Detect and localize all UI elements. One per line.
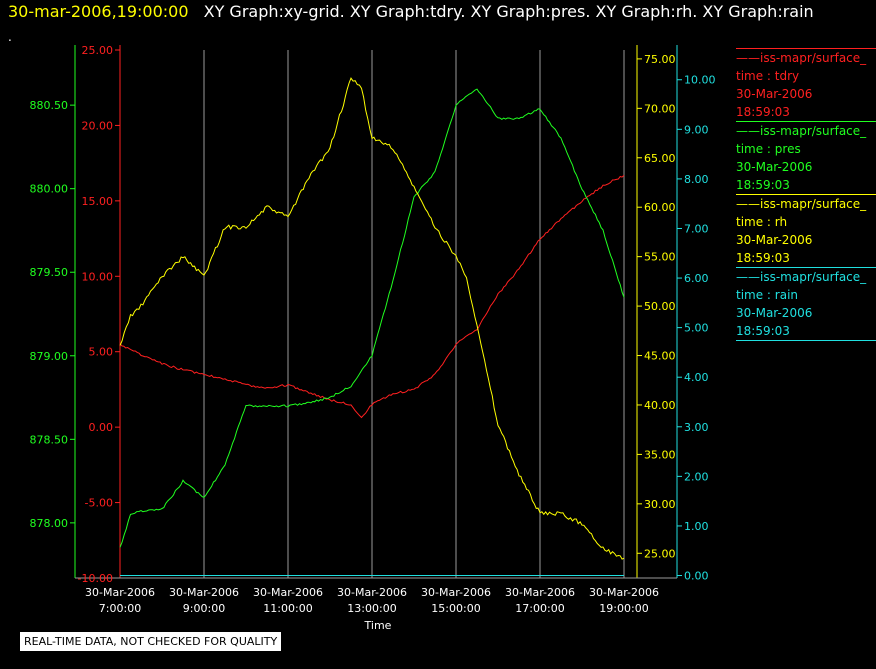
pres-tick-label: 879.50 (30, 266, 69, 279)
series-tdry-line (119, 174, 625, 419)
tdry-tick-label: 15.00 (82, 195, 114, 208)
quality-note: REAL-TIME DATA, NOT CHECKED FOR QUALITY (19, 631, 283, 652)
series-rh-line (119, 77, 625, 560)
pres-tick-label: 878.00 (30, 517, 69, 530)
rain-tick-label: 10.00 (684, 74, 716, 87)
rain-tick-label: 4.00 (684, 371, 709, 384)
x-axis-title: Time (364, 619, 392, 632)
rain-tick-label: 5.00 (684, 322, 709, 335)
x-tick-time: 9:00:00 (183, 602, 225, 615)
tdry-tick-label: -5.00 (85, 497, 113, 510)
rh-tick-label: 30.00 (644, 498, 676, 511)
rain-tick-label: 7.00 (684, 222, 709, 235)
rain-tick-label: 8.00 (684, 173, 709, 186)
legend-line4: 18:59:03 (736, 105, 790, 119)
rh-tick-label: 65.00 (644, 152, 676, 165)
rh-tick-label: 60.00 (644, 201, 676, 214)
rh-tick-label: 45.00 (644, 350, 676, 363)
rain-tick-label: 2.00 (684, 470, 709, 483)
grid-lines (119, 50, 625, 578)
rain-tick-label: 0.00 (684, 570, 709, 583)
legend-line3: 30-Mar-2006 (736, 87, 813, 101)
rain-tick-label: 9.00 (684, 123, 709, 136)
tdry-tick-label: 25.00 (82, 44, 114, 57)
x-tick-time: 17:00:00 (515, 602, 564, 615)
x-tick-date: 30-Mar-2006 (253, 586, 323, 599)
legend-line4: 18:59:03 (736, 178, 790, 192)
chart-header: 30-mar-2006,19:00:00 XY Graph:xy-grid. X… (8, 2, 814, 21)
legend-line4: 18:59:03 (736, 324, 790, 338)
legend-line3: 30-Mar-2006 (736, 306, 813, 320)
legend-entry-2: ——iss-mapr/surface_time : rh 30-Mar-2006 1… (736, 194, 876, 267)
x-tick-date: 30-Mar-2006 (169, 586, 239, 599)
rh-tick-label: 70.00 (644, 102, 676, 115)
legend-line2: time : rain (736, 288, 799, 302)
legend-line3: 30-Mar-2006 (736, 233, 813, 247)
legend-line2: time : rh (736, 215, 788, 229)
rain-tick-label: 6.00 (684, 272, 709, 285)
legend-entry-0: ——iss-mapr/surface_time : tdry 30-Mar-200… (736, 48, 876, 121)
x-tick-time: 13:00:00 (347, 602, 396, 615)
rh-tick-label: 25.00 (644, 547, 676, 560)
legend-line3: 30-Mar-2006 (736, 160, 813, 174)
x-tick-date: 30-Mar-2006 (421, 586, 491, 599)
x-tick-date: 30-Mar-2006 (589, 586, 659, 599)
pres-tick-label: 878.50 (30, 433, 69, 446)
x-tick-time: 7:00:00 (99, 602, 141, 615)
series-pres-line (119, 88, 625, 548)
legend-entry-3: ——iss-mapr/surface_time : rain 30-Mar-200… (736, 267, 876, 340)
x-tick-time: 19:00:00 (599, 602, 648, 615)
header-graph-titles: XY Graph:xy-grid. XY Graph:tdry. XY Grap… (203, 2, 814, 21)
legend-line4: 18:59:03 (736, 251, 790, 265)
tdry-tick-label: 5.00 (89, 346, 114, 359)
x-tick-time: 15:00:00 (431, 602, 480, 615)
legend: ——iss-mapr/surface_ time : tdry 30-Mar-200… (736, 48, 876, 341)
tdry-tick-label: -10.00 (78, 572, 113, 585)
rain-tick-label: 1.00 (684, 520, 709, 533)
legend-line1: ——iss-mapr/surface_ (736, 270, 867, 284)
legend-line1: ——iss-mapr/surface_ (736, 51, 867, 65)
legend-end-rule (736, 340, 876, 341)
rh-tick-label: 50.00 (644, 300, 676, 313)
tdry-tick-label: 10.00 (82, 270, 114, 283)
pres-tick-label: 880.00 (30, 183, 69, 196)
legend-line1: ——iss-mapr/surface_ (736, 197, 867, 211)
legend-line2: time : tdry (736, 69, 800, 83)
legend-line2: time : pres (736, 142, 801, 156)
x-tick-date: 30-Mar-2006 (505, 586, 575, 599)
rh-tick-label: 75.00 (644, 53, 676, 66)
header-dot: . (8, 30, 12, 44)
axis-labels: 878.00 878.50 879.00 879.50 880.00 880.50 -10.… (30, 44, 716, 632)
legend-line1: ——iss-mapr/surface_ (736, 124, 867, 138)
x-tick-time: 11:00:00 (263, 602, 312, 615)
header-time: 30-mar-2006,19:00:00 (8, 2, 189, 21)
pres-tick-label: 880.50 (30, 99, 69, 112)
legend-entry-1: ——iss-mapr/surface_time : pres 30-Mar-200… (736, 121, 876, 194)
x-tick-date: 30-Mar-2006 (337, 586, 407, 599)
rain-tick-label: 3.00 (684, 421, 709, 434)
rh-tick-label: 55.00 (644, 251, 676, 264)
rh-tick-label: 35.00 (644, 448, 676, 461)
pres-tick-label: 879.00 (30, 350, 69, 363)
axes (70, 45, 682, 579)
series-lines (119, 77, 625, 576)
tdry-tick-label: 20.00 (82, 119, 114, 132)
tdry-tick-label: 0.00 (89, 421, 114, 434)
rh-tick-label: 40.00 (644, 399, 676, 412)
x-tick-date: 30-Mar-2006 (85, 586, 155, 599)
